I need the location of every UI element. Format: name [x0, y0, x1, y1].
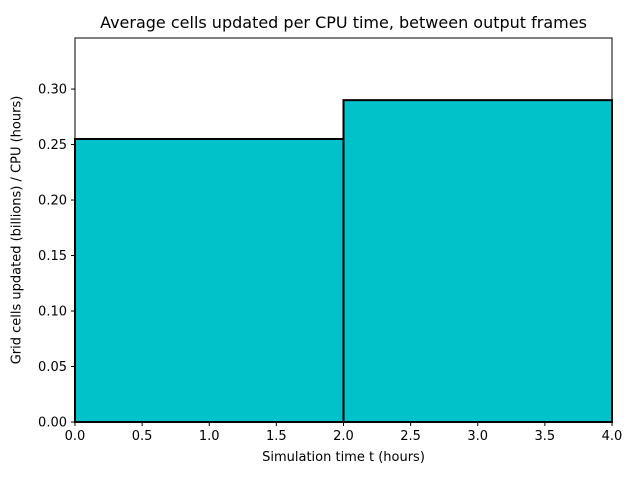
- x-tick-label: 1.5: [266, 429, 287, 444]
- bar: [74, 137, 345, 423]
- x-tick-label: 3.5: [535, 429, 556, 444]
- y-tick-label: 0.05: [38, 360, 67, 375]
- y-tick-label: 0.15: [38, 249, 67, 264]
- y-tick-label: 0.00: [38, 416, 67, 431]
- x-tick-label: 0.5: [132, 429, 153, 444]
- x-tick-label: 3.0: [467, 429, 488, 444]
- x-tick-label: 2.5: [400, 429, 421, 444]
- y-tick-label: 0.10: [38, 305, 67, 320]
- x-tick-label: 0.0: [65, 429, 86, 444]
- x-axis-label: Simulation time t (hours): [262, 450, 425, 465]
- chart-title: Average cells updated per CPU time, betw…: [100, 13, 587, 32]
- x-tick-label: 1.0: [199, 429, 220, 444]
- y-tick-label: 0.20: [38, 194, 67, 209]
- x-tick-label: 2.0: [333, 429, 354, 444]
- x-tick-label: 4.0: [602, 429, 623, 444]
- y-tick-label: 0.30: [38, 83, 67, 98]
- y-tick-label: 0.25: [38, 138, 67, 153]
- bar: [342, 99, 613, 423]
